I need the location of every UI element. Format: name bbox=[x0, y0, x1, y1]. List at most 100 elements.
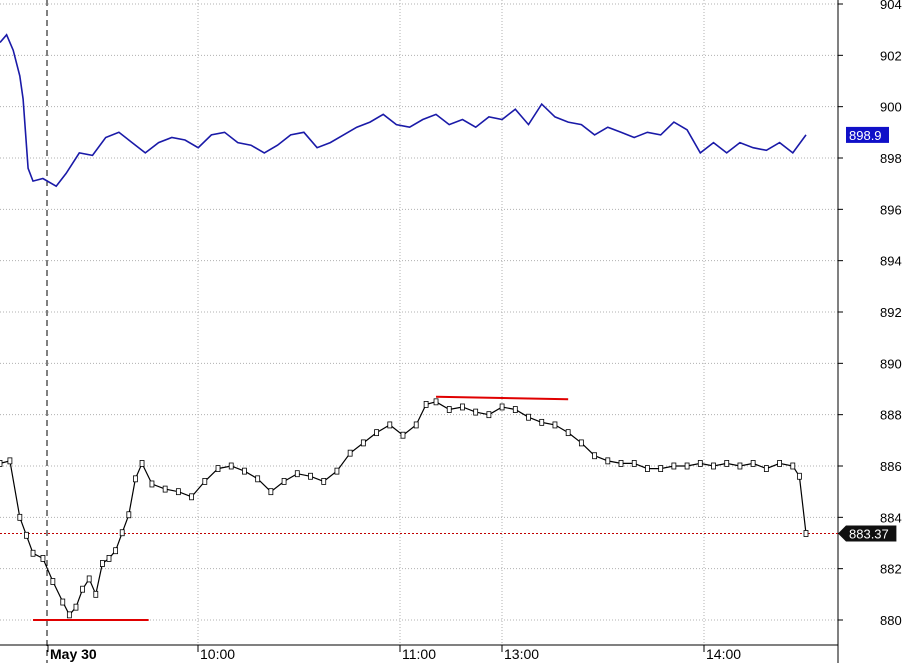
series-line-1 bbox=[0, 33, 807, 188]
candle bbox=[486, 411, 492, 419]
x-axis: May 30 10:00 11:00 13:00 14:00 bbox=[0, 644, 838, 662]
candle bbox=[294, 470, 300, 478]
y-tick-label: 884 bbox=[880, 510, 902, 525]
candle bbox=[711, 462, 716, 470]
x-tick-label: 10:00 bbox=[200, 646, 235, 662]
x-tick-label: 11:00 bbox=[402, 646, 436, 662]
candle bbox=[578, 439, 584, 447]
x-tick-label: 13:00 bbox=[504, 646, 539, 662]
candle bbox=[175, 488, 181, 496]
candle bbox=[30, 549, 36, 557]
y-tick-label: 886 bbox=[880, 459, 902, 474]
candle bbox=[697, 460, 703, 467]
candle bbox=[66, 611, 72, 619]
candle bbox=[242, 467, 247, 475]
y-tick-label: 882 bbox=[880, 562, 902, 577]
candle bbox=[645, 465, 650, 472]
y-tick-label: 896 bbox=[880, 202, 902, 217]
candle bbox=[0, 460, 3, 467]
candle bbox=[113, 547, 119, 555]
candle bbox=[658, 465, 664, 472]
candle bbox=[308, 472, 313, 480]
candle bbox=[460, 403, 465, 411]
candle bbox=[473, 408, 479, 416]
candle bbox=[100, 560, 105, 567]
candle bbox=[423, 400, 429, 408]
candle bbox=[565, 429, 571, 437]
candle bbox=[334, 467, 340, 475]
candle bbox=[93, 590, 99, 598]
last-value-flag bbox=[838, 525, 897, 542]
candle bbox=[499, 403, 505, 411]
candle bbox=[189, 493, 194, 501]
candle bbox=[605, 457, 611, 465]
candle bbox=[24, 531, 29, 539]
resistance-line bbox=[436, 395, 569, 401]
y-tick-label: 890 bbox=[880, 356, 902, 371]
y-axis: 904 902 900 898 896 894 892 890 888 886 884 882 880 bbox=[837, 0, 902, 663]
last-value-label: 883.37 bbox=[849, 527, 889, 542]
candle bbox=[724, 460, 730, 467]
candle bbox=[684, 462, 690, 470]
last-value-label: 898.9 bbox=[849, 128, 882, 143]
candle bbox=[268, 488, 274, 496]
candle bbox=[360, 439, 366, 447]
candle bbox=[202, 477, 208, 485]
y-tick-label: 898 bbox=[880, 151, 902, 166]
candle bbox=[552, 421, 558, 429]
plot-area bbox=[0, 33, 838, 621]
y-tick-label: 894 bbox=[880, 254, 902, 269]
x-tick-label: May 30 bbox=[50, 646, 97, 662]
candle bbox=[40, 555, 46, 562]
candle bbox=[631, 460, 637, 467]
candle bbox=[126, 511, 132, 519]
candle bbox=[750, 460, 756, 467]
candle bbox=[512, 406, 518, 413]
x-tick-label: 14:00 bbox=[706, 646, 741, 662]
candle bbox=[321, 477, 327, 485]
y-tick-label: 880 bbox=[880, 613, 902, 628]
candle bbox=[86, 575, 92, 583]
candle bbox=[763, 465, 769, 472]
y-tick-label: 904 bbox=[880, 0, 902, 12]
candle bbox=[281, 477, 287, 485]
candle bbox=[73, 603, 79, 611]
candle bbox=[790, 462, 796, 470]
candle bbox=[228, 462, 234, 470]
candle bbox=[7, 457, 13, 465]
last-value-flag bbox=[846, 126, 889, 143]
candle bbox=[387, 421, 393, 429]
chart-grid bbox=[0, 0, 838, 663]
candle bbox=[777, 460, 782, 467]
candle bbox=[106, 555, 112, 562]
candle bbox=[255, 475, 261, 483]
value-flags: 898.9 883.37 bbox=[838, 126, 897, 542]
y-tick-label: 888 bbox=[880, 408, 902, 423]
candle bbox=[413, 421, 419, 429]
candle bbox=[374, 429, 379, 437]
y-tick-label: 900 bbox=[880, 100, 902, 115]
candle bbox=[162, 485, 168, 493]
candle bbox=[803, 530, 809, 537]
candle bbox=[139, 460, 145, 467]
candle bbox=[446, 406, 452, 413]
candle bbox=[539, 418, 545, 426]
candle bbox=[796, 472, 802, 480]
candle bbox=[347, 449, 353, 457]
y-tick-label: 892 bbox=[880, 305, 902, 320]
y-tick-label: 902 bbox=[880, 48, 902, 63]
candle bbox=[400, 431, 406, 439]
candle bbox=[17, 513, 23, 521]
candle bbox=[119, 529, 125, 537]
candle bbox=[50, 578, 56, 585]
candle bbox=[133, 475, 138, 483]
candle bbox=[671, 462, 677, 470]
candle bbox=[149, 480, 155, 488]
candle bbox=[60, 598, 66, 606]
candle bbox=[618, 460, 624, 467]
candle bbox=[80, 585, 85, 593]
candle bbox=[526, 413, 531, 421]
candle bbox=[215, 465, 221, 472]
candle bbox=[433, 398, 439, 406]
